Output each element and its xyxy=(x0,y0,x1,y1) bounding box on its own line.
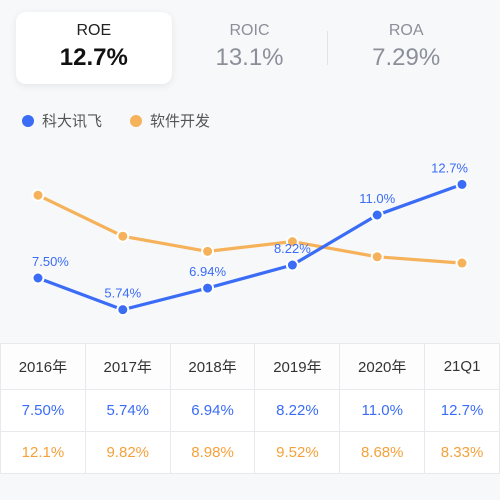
chart-area: 7.50% 5.74% 6.94% 8.22% 11.0% 12.7% xyxy=(0,137,500,337)
series-point-0-1 xyxy=(117,304,128,315)
series-point-0-2 xyxy=(202,283,213,294)
series-point-0-4 xyxy=(372,210,383,221)
legend-dot-0 xyxy=(22,115,34,127)
table-cell-1-1: 9.82% xyxy=(85,432,170,474)
table-row-1: 12.1%9.82%8.98%9.52%8.68%8.33% xyxy=(1,432,500,474)
legend-item-0[interactable]: 科大讯飞 xyxy=(22,110,102,131)
series-point-1-0 xyxy=(33,190,44,201)
table-cell-1-0: 12.1% xyxy=(1,432,86,474)
series-point-1-2 xyxy=(202,246,213,257)
table-col-4: 2020年 xyxy=(340,344,425,390)
dashboard-root: ROE 12.7% ROIC 13.1% ROA 7.29% 科大讯飞 软件开发… xyxy=(0,0,500,500)
table-cell-0-1: 5.74% xyxy=(85,390,170,432)
tab-roic[interactable]: ROIC 13.1% xyxy=(172,12,328,84)
table-row-0: 7.50%5.74%6.94%8.22%11.0%12.7% xyxy=(1,390,500,432)
table-cell-0-5: 12.7% xyxy=(425,390,500,432)
table-col-3: 2019年 xyxy=(255,344,340,390)
table-cell-1-2: 8.98% xyxy=(170,432,255,474)
table-cell-1-5: 8.33% xyxy=(425,432,500,474)
table-cell-0-2: 6.94% xyxy=(170,390,255,432)
chart-legend: 科大讯飞 软件开发 xyxy=(0,92,500,137)
table-col-5: 21Q1 xyxy=(425,344,500,390)
data-table: 2016年2017年2018年2019年2020年21Q1 7.50%5.74%… xyxy=(0,343,500,474)
tab-roe[interactable]: ROE 12.7% xyxy=(16,12,172,84)
series-point-1-1 xyxy=(117,231,128,242)
table-cell-0-4: 11.0% xyxy=(340,390,425,432)
tab-roa[interactable]: ROA 7.29% xyxy=(328,12,484,84)
series-line-1 xyxy=(38,195,462,263)
tab-roe-value: 12.7% xyxy=(22,44,166,72)
legend-dot-1 xyxy=(130,115,142,127)
tab-roe-label: ROE xyxy=(22,22,166,40)
series-point-1-4 xyxy=(372,251,383,262)
table-col-0: 2016年 xyxy=(1,344,86,390)
legend-label-1: 软件开发 xyxy=(150,110,210,131)
point-label-5: 12.7% xyxy=(431,160,468,175)
table-col-1: 2017年 xyxy=(85,344,170,390)
tab-roa-value: 7.29% xyxy=(334,44,478,72)
tab-roic-label: ROIC xyxy=(178,22,322,40)
point-label-4: 11.0% xyxy=(359,191,395,206)
point-label-2: 6.94% xyxy=(189,264,226,279)
table-col-2: 2018年 xyxy=(170,344,255,390)
point-label-1: 5.74% xyxy=(104,286,141,301)
series-point-1-5 xyxy=(457,258,468,269)
point-label-3: 8.22% xyxy=(274,241,311,256)
legend-label-0: 科大讯飞 xyxy=(42,110,102,131)
table-cell-0-3: 8.22% xyxy=(255,390,340,432)
metric-tabs: ROE 12.7% ROIC 13.1% ROA 7.29% xyxy=(0,0,500,92)
table-cell-1-3: 9.52% xyxy=(255,432,340,474)
table-cell-0-0: 7.50% xyxy=(1,390,86,432)
line-chart: 7.50% 5.74% 6.94% 8.22% 11.0% 12.7% xyxy=(10,137,490,337)
tab-roa-label: ROA xyxy=(334,22,478,40)
series-point-0-5 xyxy=(457,179,468,190)
point-label-0: 7.50% xyxy=(32,254,69,269)
legend-item-1[interactable]: 软件开发 xyxy=(130,110,210,131)
table-cell-1-4: 8.68% xyxy=(340,432,425,474)
series-point-0-0 xyxy=(33,273,44,284)
tab-roic-value: 13.1% xyxy=(178,44,322,72)
table-header-row: 2016年2017年2018年2019年2020年21Q1 xyxy=(1,344,500,390)
series-point-0-3 xyxy=(287,260,298,271)
